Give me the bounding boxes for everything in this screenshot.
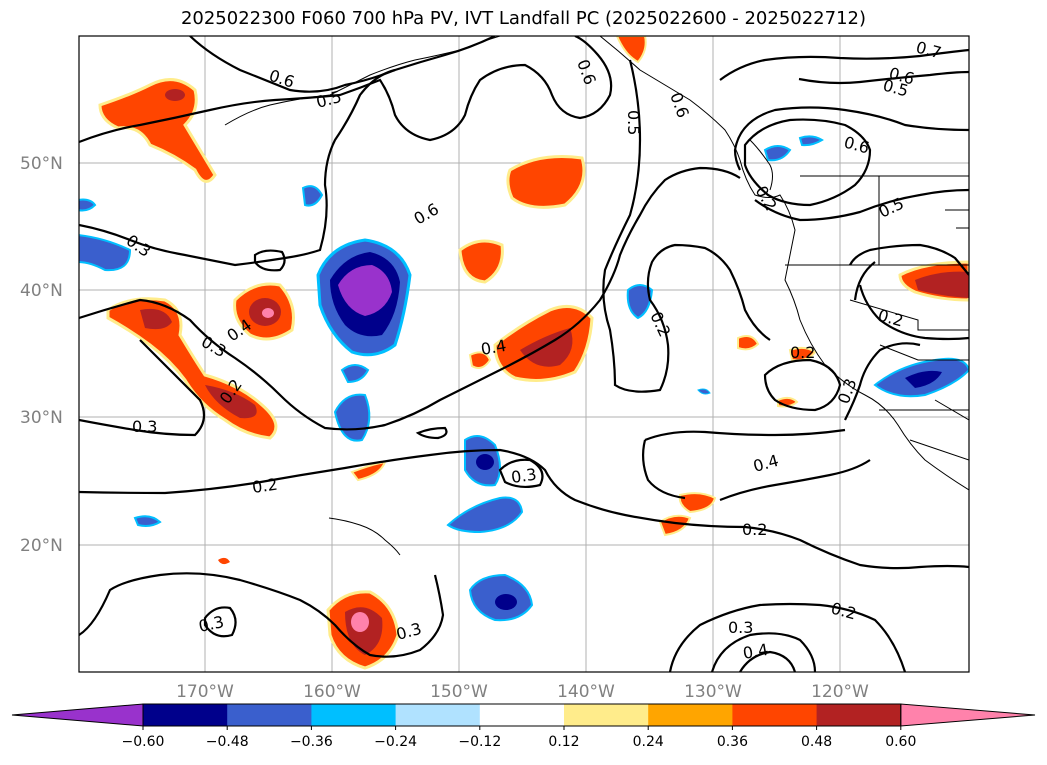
svg-text:0.2: 0.2	[790, 343, 815, 362]
colorbar-segment	[395, 704, 481, 726]
colorbar-segment	[311, 704, 397, 726]
lon-label: 130°W	[684, 682, 742, 702]
lat-label: 20°N	[20, 536, 63, 556]
lon-label: 140°W	[557, 682, 615, 702]
latitude-labels: 50°N 40°N 30°N 20°N	[20, 154, 63, 556]
colorbar-segment	[479, 704, 565, 726]
colorbar-tick-label: −0.24	[374, 734, 417, 750]
colorbar-tick-label: −0.36	[290, 734, 333, 750]
colorbar-tick-label: −0.12	[458, 734, 501, 750]
svg-text:0.4: 0.4	[479, 336, 507, 359]
lon-label: 120°W	[811, 682, 869, 702]
lat-label: 30°N	[20, 408, 63, 428]
svg-text:0.3: 0.3	[510, 465, 538, 487]
colorbar-arrow-high	[900, 703, 1036, 727]
colorbar-tick-label: −0.60	[122, 734, 165, 750]
colorbar-tick-label: −0.48	[206, 734, 249, 750]
svg-text:0.3: 0.3	[728, 618, 753, 637]
pv-contours	[79, 36, 969, 672]
colorbar-segment	[227, 704, 312, 726]
svg-text:0.2: 0.2	[742, 520, 767, 539]
colorbar-tick-label: 0.60	[885, 734, 916, 750]
lon-label: 170°W	[176, 682, 234, 702]
longitude-labels: 170°W 160°W 150°W 140°W 130°W 120°W	[176, 682, 869, 702]
map-title: 2025022300 F060 700 hPa PV, IVT Landfall…	[180, 8, 867, 29]
lat-label: 50°N	[20, 154, 63, 174]
svg-text:0.3: 0.3	[197, 612, 226, 636]
map-border	[78, 35, 970, 673]
colorbar: −0.60 −0.48 −0.36 −0.24 −0.12 0.12 0.24 0.36 0.4…	[11, 703, 1036, 750]
colorbar-tick-label: 0.12	[548, 734, 579, 750]
colorbar-arrow-low	[11, 703, 144, 727]
colorbar-segment	[732, 704, 818, 726]
svg-text:0.5: 0.5	[624, 110, 643, 135]
lon-label: 150°W	[430, 682, 488, 702]
colorbar-segment	[564, 704, 649, 726]
colorbar-segment	[143, 704, 228, 726]
lon-label: 160°W	[303, 682, 361, 702]
colorbar-tick-label: 0.24	[633, 734, 664, 750]
colorbar-tick-label: 0.36	[717, 734, 748, 750]
svg-text:0.3: 0.3	[132, 417, 157, 436]
lat-label: 40°N	[20, 281, 63, 301]
colorbar-outline	[142, 703, 902, 727]
colorbar-segment	[648, 704, 733, 726]
svg-text:0.2: 0.2	[251, 475, 279, 497]
colorbar-tick-label: 0.48	[801, 734, 832, 750]
svg-text:0.4: 0.4	[741, 640, 769, 663]
colorbar-segment	[816, 704, 902, 726]
